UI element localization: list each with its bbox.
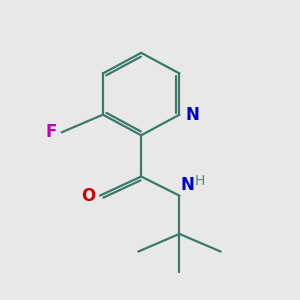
Text: F: F [46,123,57,141]
Text: H: H [194,174,205,188]
Text: N: N [185,106,199,124]
Text: N: N [181,176,195,194]
Text: O: O [81,187,95,205]
